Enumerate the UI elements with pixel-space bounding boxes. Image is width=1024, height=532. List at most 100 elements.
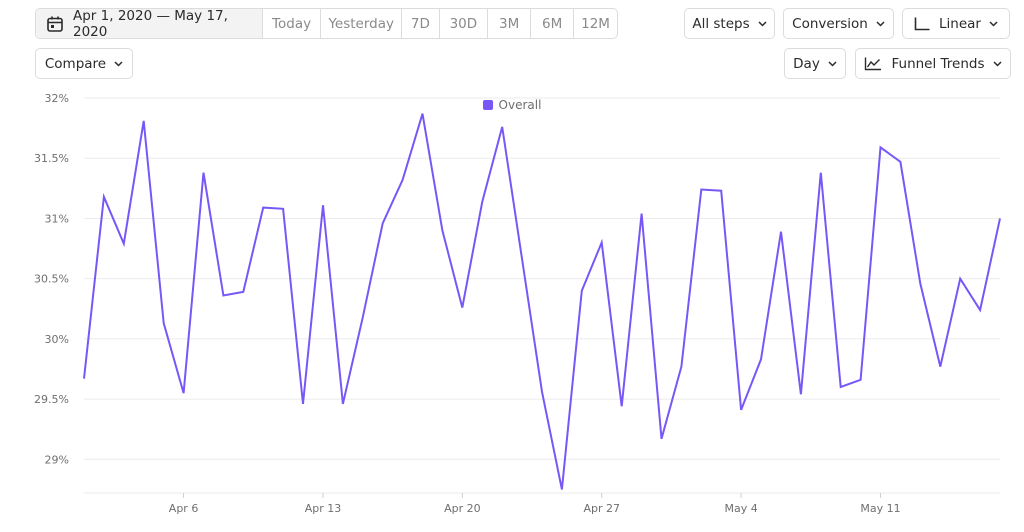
data-point[interactable] xyxy=(300,401,306,407)
data-point[interactable] xyxy=(658,436,664,442)
y-tick-label: 31% xyxy=(45,212,69,225)
y-tick-label: 32% xyxy=(45,92,69,105)
range-7d-button[interactable]: 7D xyxy=(401,9,438,38)
data-point[interactable] xyxy=(81,376,87,382)
chevron-down-icon xyxy=(828,60,837,67)
data-point[interactable] xyxy=(439,227,445,233)
data-point[interactable] xyxy=(240,289,246,295)
data-point[interactable] xyxy=(400,177,406,183)
x-tick-label: May 11 xyxy=(860,502,900,515)
legend-label-overall[interactable]: Overall xyxy=(498,98,542,112)
data-point[interactable] xyxy=(579,288,585,294)
range-3m-button[interactable]: 3M xyxy=(487,9,530,38)
data-point[interactable] xyxy=(718,188,724,194)
chevron-down-icon xyxy=(114,60,123,67)
data-point[interactable] xyxy=(698,187,704,193)
chart-plot-area xyxy=(81,111,1003,492)
scale-dropdown[interactable]: Linear xyxy=(902,8,1010,39)
chart-gridlines xyxy=(84,97,1000,460)
data-point[interactable] xyxy=(200,170,206,176)
data-point[interactable] xyxy=(539,389,545,395)
data-point[interactable] xyxy=(220,293,226,299)
data-point[interactable] xyxy=(479,199,485,205)
data-point[interactable] xyxy=(599,240,605,246)
steps-dropdown-label: All steps xyxy=(692,15,750,32)
data-point[interactable] xyxy=(320,202,326,208)
y-axis: 29% 29.5% 30% 30.5% 31% 31.5% 32% xyxy=(34,92,69,466)
chevron-down-icon xyxy=(876,20,885,27)
x-tick-label: Apr 20 xyxy=(444,502,481,515)
x-tick-label: Apr 6 xyxy=(169,502,199,515)
data-point[interactable] xyxy=(798,391,804,397)
view-type-dropdown[interactable]: Funnel Trends xyxy=(855,48,1011,79)
y-tick-label: 29.5% xyxy=(34,393,69,406)
date-range-selector: Apr 1, 2020 — May 17, 2020 Today Yesterd… xyxy=(35,8,618,39)
series-line-overall[interactable] xyxy=(83,113,1001,490)
data-point[interactable] xyxy=(280,206,286,212)
data-point[interactable] xyxy=(121,241,127,247)
data-point[interactable] xyxy=(260,205,266,211)
line-chart-icon xyxy=(864,57,882,71)
metric-dropdown[interactable]: Conversion xyxy=(783,8,894,39)
view-type-dropdown-label: Funnel Trends xyxy=(891,55,985,72)
data-point[interactable] xyxy=(937,364,943,370)
date-range-label: Apr 1, 2020 — May 17, 2020 xyxy=(73,8,228,39)
range-6m-button[interactable]: 6M xyxy=(530,9,573,38)
data-point[interactable] xyxy=(519,256,525,262)
data-point[interactable] xyxy=(559,486,565,492)
data-point[interactable] xyxy=(758,356,764,362)
data-point[interactable] xyxy=(897,159,903,165)
data-point[interactable] xyxy=(340,401,346,407)
x-tick-label: Apr 27 xyxy=(583,502,620,515)
y-tick-label: 31.5% xyxy=(34,152,69,165)
x-axis: Apr 6 Apr 13 Apr 20 Apr 27 May 4 May 11 xyxy=(84,492,1000,515)
data-point[interactable] xyxy=(977,307,983,313)
interval-dropdown-label: Day xyxy=(793,55,820,72)
x-tick-label: May 4 xyxy=(725,502,758,515)
data-point[interactable] xyxy=(420,111,426,117)
calendar-icon xyxy=(46,15,64,33)
scale-dropdown-label: Linear xyxy=(939,15,981,32)
compare-dropdown-label: Compare xyxy=(44,55,107,72)
y-tick-label: 30.5% xyxy=(34,273,69,286)
data-point[interactable] xyxy=(878,144,884,150)
data-point[interactable] xyxy=(161,320,167,326)
axis-icon xyxy=(914,17,930,31)
data-point[interactable] xyxy=(181,390,187,396)
data-point[interactable] xyxy=(678,364,684,370)
data-point[interactable] xyxy=(380,220,386,226)
range-yesterday-button[interactable]: Yesterday xyxy=(320,9,401,38)
data-point[interactable] xyxy=(459,305,465,311)
data-point[interactable] xyxy=(639,211,645,217)
chevron-down-icon xyxy=(992,60,1002,67)
interval-dropdown[interactable]: Day xyxy=(784,48,846,79)
x-tick-label: Apr 13 xyxy=(305,502,342,515)
legend-swatch-overall[interactable] xyxy=(482,100,493,110)
range-12m-button[interactable]: 12M xyxy=(573,9,617,38)
chevron-down-icon xyxy=(758,20,767,27)
data-point[interactable] xyxy=(499,124,505,130)
range-today-button[interactable]: Today xyxy=(261,9,320,38)
date-range-button[interactable]: Apr 1, 2020 — May 17, 2020 xyxy=(36,9,262,38)
data-point[interactable] xyxy=(818,170,824,176)
data-point[interactable] xyxy=(838,384,844,390)
data-point[interactable] xyxy=(738,407,744,413)
data-point[interactable] xyxy=(957,276,963,282)
range-30d-button[interactable]: 30D xyxy=(438,9,488,38)
data-point[interactable] xyxy=(101,194,107,200)
chevron-down-icon xyxy=(989,20,998,27)
data-point[interactable] xyxy=(619,403,625,409)
steps-dropdown[interactable]: All steps xyxy=(684,8,775,39)
data-point[interactable] xyxy=(778,229,784,235)
chart-legend: Overall xyxy=(0,98,1024,112)
data-point[interactable] xyxy=(997,215,1003,221)
data-point[interactable] xyxy=(141,118,147,124)
y-tick-label: 30% xyxy=(45,333,69,346)
data-point[interactable] xyxy=(917,280,923,286)
compare-dropdown[interactable]: Compare xyxy=(35,48,133,79)
metric-dropdown-label: Conversion xyxy=(792,15,868,32)
data-point[interactable] xyxy=(858,377,864,383)
y-tick-label: 29% xyxy=(45,453,69,466)
data-point[interactable] xyxy=(360,314,366,320)
